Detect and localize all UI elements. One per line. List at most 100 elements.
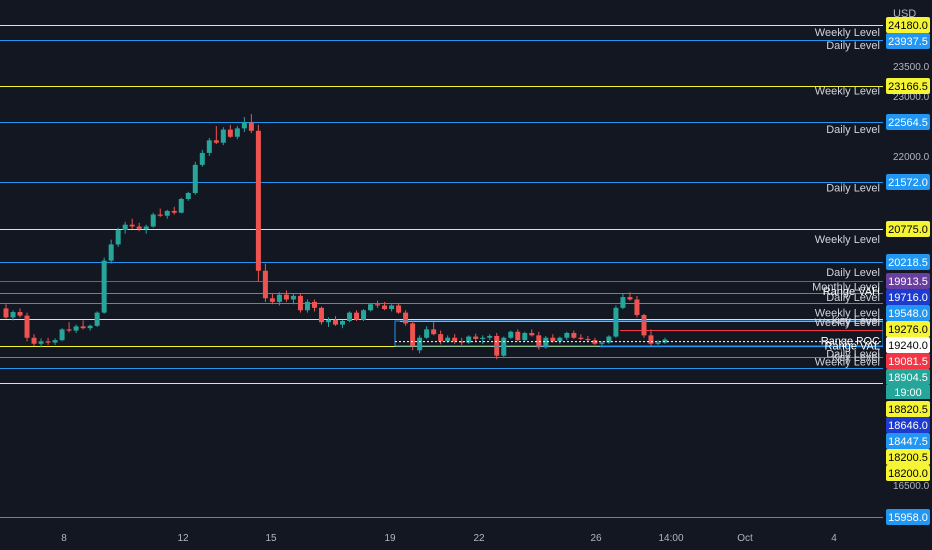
countdown-label: 19:00 bbox=[894, 387, 922, 399]
x-tick-label: 22 bbox=[473, 533, 485, 544]
candle-body bbox=[11, 312, 16, 317]
x-tick-label: 4 bbox=[831, 533, 837, 544]
candle-body bbox=[284, 295, 289, 300]
candle-body bbox=[473, 337, 478, 339]
candle-body bbox=[46, 341, 51, 342]
candle-body bbox=[130, 225, 135, 227]
line-label: Weekly Level bbox=[815, 86, 880, 98]
candle-body bbox=[172, 211, 177, 213]
candle-body bbox=[186, 193, 191, 199]
x-tick-label: 8 bbox=[61, 533, 67, 544]
candle-body bbox=[564, 333, 569, 338]
candle-body bbox=[4, 308, 9, 317]
candle-body bbox=[291, 296, 296, 300]
candle-body bbox=[18, 312, 23, 316]
price-badge-label: 18904.5 bbox=[888, 372, 928, 384]
price-badge-label: 20218.5 bbox=[888, 257, 928, 269]
candle-body bbox=[417, 338, 422, 351]
candle-body bbox=[207, 140, 212, 153]
candle-body bbox=[648, 335, 653, 343]
candle-body bbox=[39, 341, 44, 343]
candle-body bbox=[557, 338, 562, 342]
price-badge-label: 21572.0 bbox=[888, 177, 928, 189]
candle-body bbox=[613, 308, 618, 337]
line-label: Daily Level bbox=[826, 267, 880, 279]
candle-body bbox=[312, 302, 317, 308]
candle-body bbox=[137, 226, 142, 228]
candle-body bbox=[221, 130, 226, 143]
candle-body bbox=[151, 215, 156, 227]
candle-body bbox=[550, 338, 555, 342]
candle-body bbox=[319, 308, 324, 322]
price-badge-label: 19716.0 bbox=[888, 292, 928, 304]
candle-body bbox=[410, 323, 415, 346]
price-badge-label: 23937.5 bbox=[888, 36, 928, 48]
x-tick-label: 26 bbox=[590, 533, 602, 544]
line-label: Daily Level bbox=[826, 292, 880, 304]
price-badge-label: 19240.0 bbox=[888, 340, 928, 352]
candle-body bbox=[158, 215, 163, 216]
candle-body bbox=[32, 338, 37, 344]
candle-body bbox=[655, 343, 660, 344]
candle-body bbox=[578, 338, 583, 339]
candle-body bbox=[487, 336, 492, 338]
candle-body bbox=[634, 299, 639, 315]
price-badge-label: 23166.5 bbox=[888, 81, 928, 93]
candle-body bbox=[382, 305, 387, 309]
line-label: Daily Level bbox=[826, 183, 880, 195]
candle-body bbox=[333, 320, 338, 325]
candle-body bbox=[102, 261, 107, 313]
price-badge-label: 18646.0 bbox=[888, 420, 928, 432]
price-badge-label: 22564.5 bbox=[888, 117, 928, 129]
price-badge-label: 18200.0 bbox=[888, 468, 928, 480]
price-badge-label: 19913.5 bbox=[888, 276, 928, 288]
candle-body bbox=[242, 122, 247, 128]
candle-body bbox=[599, 343, 604, 344]
candle-body bbox=[627, 297, 632, 299]
candle-body bbox=[641, 315, 646, 335]
candle-body bbox=[200, 153, 205, 165]
candle-body bbox=[438, 334, 443, 341]
candle-body bbox=[431, 329, 436, 334]
candle-body bbox=[571, 333, 576, 338]
candle-body bbox=[214, 140, 219, 142]
candle-body bbox=[389, 305, 394, 309]
candle-body bbox=[515, 332, 520, 340]
candle-body bbox=[123, 225, 128, 230]
candle-body bbox=[501, 338, 506, 356]
candle-body bbox=[620, 297, 625, 308]
price-badge-label: 18200.5 bbox=[888, 452, 928, 464]
price-badge-label: 18820.5 bbox=[888, 404, 928, 416]
candle-body bbox=[424, 329, 429, 337]
candle-body bbox=[585, 339, 590, 340]
candle-body bbox=[522, 333, 527, 340]
x-tick-label: 14:00 bbox=[658, 533, 683, 544]
candle-body bbox=[326, 320, 331, 322]
x-tick-label: 15 bbox=[265, 533, 277, 544]
candle-body bbox=[25, 316, 30, 338]
price-badge-label: 24180.0 bbox=[888, 20, 928, 32]
candle-body bbox=[354, 313, 359, 320]
x-tick-label: 12 bbox=[177, 533, 189, 544]
candle-body bbox=[480, 338, 485, 339]
candle-body bbox=[445, 338, 450, 342]
line-label: Weekly Level bbox=[815, 234, 880, 246]
candle-body bbox=[396, 305, 401, 312]
candle-body bbox=[340, 321, 345, 325]
y-tick-label: 22000.0 bbox=[893, 152, 930, 163]
y-tick-label: 16500.0 bbox=[893, 481, 930, 492]
candle-body bbox=[347, 313, 352, 321]
candle-body bbox=[277, 295, 282, 302]
candle-body bbox=[53, 340, 58, 342]
candle-body bbox=[60, 329, 65, 340]
candle-body bbox=[452, 338, 457, 342]
candle-body bbox=[361, 310, 366, 320]
candle-body bbox=[116, 230, 121, 244]
candle-body bbox=[235, 128, 240, 136]
price-badge-label: 18447.5 bbox=[888, 436, 928, 448]
price-badge-label: 19081.5 bbox=[888, 356, 928, 368]
price-badge-label: 19548.0 bbox=[888, 308, 928, 320]
candle-body bbox=[298, 296, 303, 310]
